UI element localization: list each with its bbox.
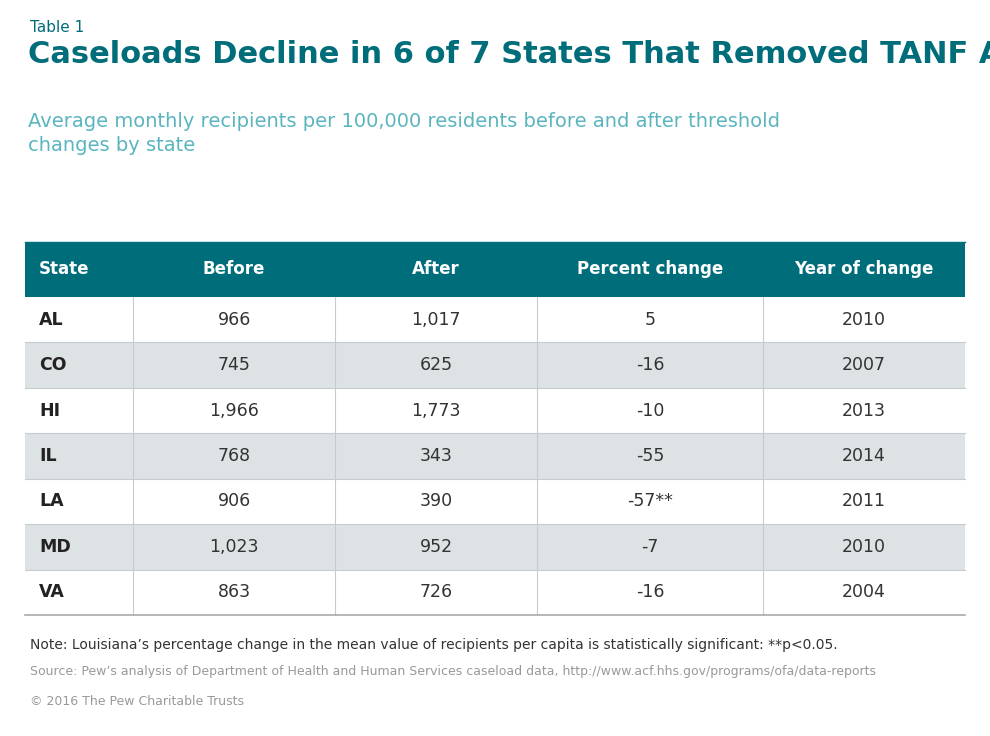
Text: 966: 966 [218, 311, 250, 329]
Text: 726: 726 [420, 584, 452, 601]
Text: 768: 768 [218, 447, 250, 465]
Text: 952: 952 [420, 538, 452, 556]
Text: -10: -10 [636, 402, 664, 420]
Text: 343: 343 [420, 447, 452, 465]
Text: After: After [413, 261, 460, 278]
Text: LA: LA [39, 492, 63, 511]
Text: Note: Louisiana’s percentage change in the mean value of recipients per capita i: Note: Louisiana’s percentage change in t… [30, 638, 838, 652]
Bar [25, 570, 965, 615]
Text: Table 1: Table 1 [30, 20, 84, 35]
Text: State: State [39, 261, 89, 278]
Text: 863: 863 [218, 584, 250, 601]
Text: 906: 906 [218, 492, 250, 511]
Text: 2014: 2014 [842, 447, 886, 465]
Text: 5: 5 [644, 311, 655, 329]
Text: 2010: 2010 [842, 311, 886, 329]
Text: Caseloads Decline in 6 of 7 States That Removed TANF Asset Limits: Caseloads Decline in 6 of 7 States That … [28, 40, 990, 69]
Text: Average monthly recipients per 100,000 residents before and after threshold
chan: Average monthly recipients per 100,000 r… [28, 112, 780, 155]
Text: VA: VA [39, 584, 65, 601]
Bar [25, 242, 965, 297]
Text: -55: -55 [636, 447, 664, 465]
Bar [25, 478, 965, 524]
Text: 1,966: 1,966 [209, 402, 259, 420]
Text: -16: -16 [636, 356, 664, 374]
Text: IL: IL [39, 447, 56, 465]
Text: Year of change: Year of change [794, 261, 934, 278]
Text: Before: Before [203, 261, 265, 278]
Bar [25, 342, 965, 388]
Text: Source: Pew’s analysis of Department of Health and Human Services caseload data,: Source: Pew’s analysis of Department of … [30, 665, 876, 678]
Text: Percent change: Percent change [577, 261, 724, 278]
Text: 2013: 2013 [842, 402, 886, 420]
Text: -7: -7 [642, 538, 658, 556]
Text: -16: -16 [636, 584, 664, 601]
Text: 2004: 2004 [842, 584, 886, 601]
Bar [25, 524, 965, 570]
Text: HI: HI [39, 402, 60, 420]
Text: -57**: -57** [627, 492, 673, 511]
Text: 2011: 2011 [842, 492, 886, 511]
Bar [25, 297, 965, 342]
Text: 2007: 2007 [842, 356, 886, 374]
Text: AL: AL [39, 311, 63, 329]
Text: CO: CO [39, 356, 66, 374]
Text: 625: 625 [420, 356, 452, 374]
Text: 1,023: 1,023 [210, 538, 259, 556]
Text: 2010: 2010 [842, 538, 886, 556]
Text: 390: 390 [420, 492, 452, 511]
Text: 1,773: 1,773 [412, 402, 461, 420]
Bar [25, 388, 965, 434]
Text: 745: 745 [218, 356, 250, 374]
Text: MD: MD [39, 538, 70, 556]
Bar [25, 434, 965, 478]
Text: 1,017: 1,017 [412, 311, 461, 329]
Text: © 2016 The Pew Charitable Trusts: © 2016 The Pew Charitable Trusts [30, 695, 244, 708]
